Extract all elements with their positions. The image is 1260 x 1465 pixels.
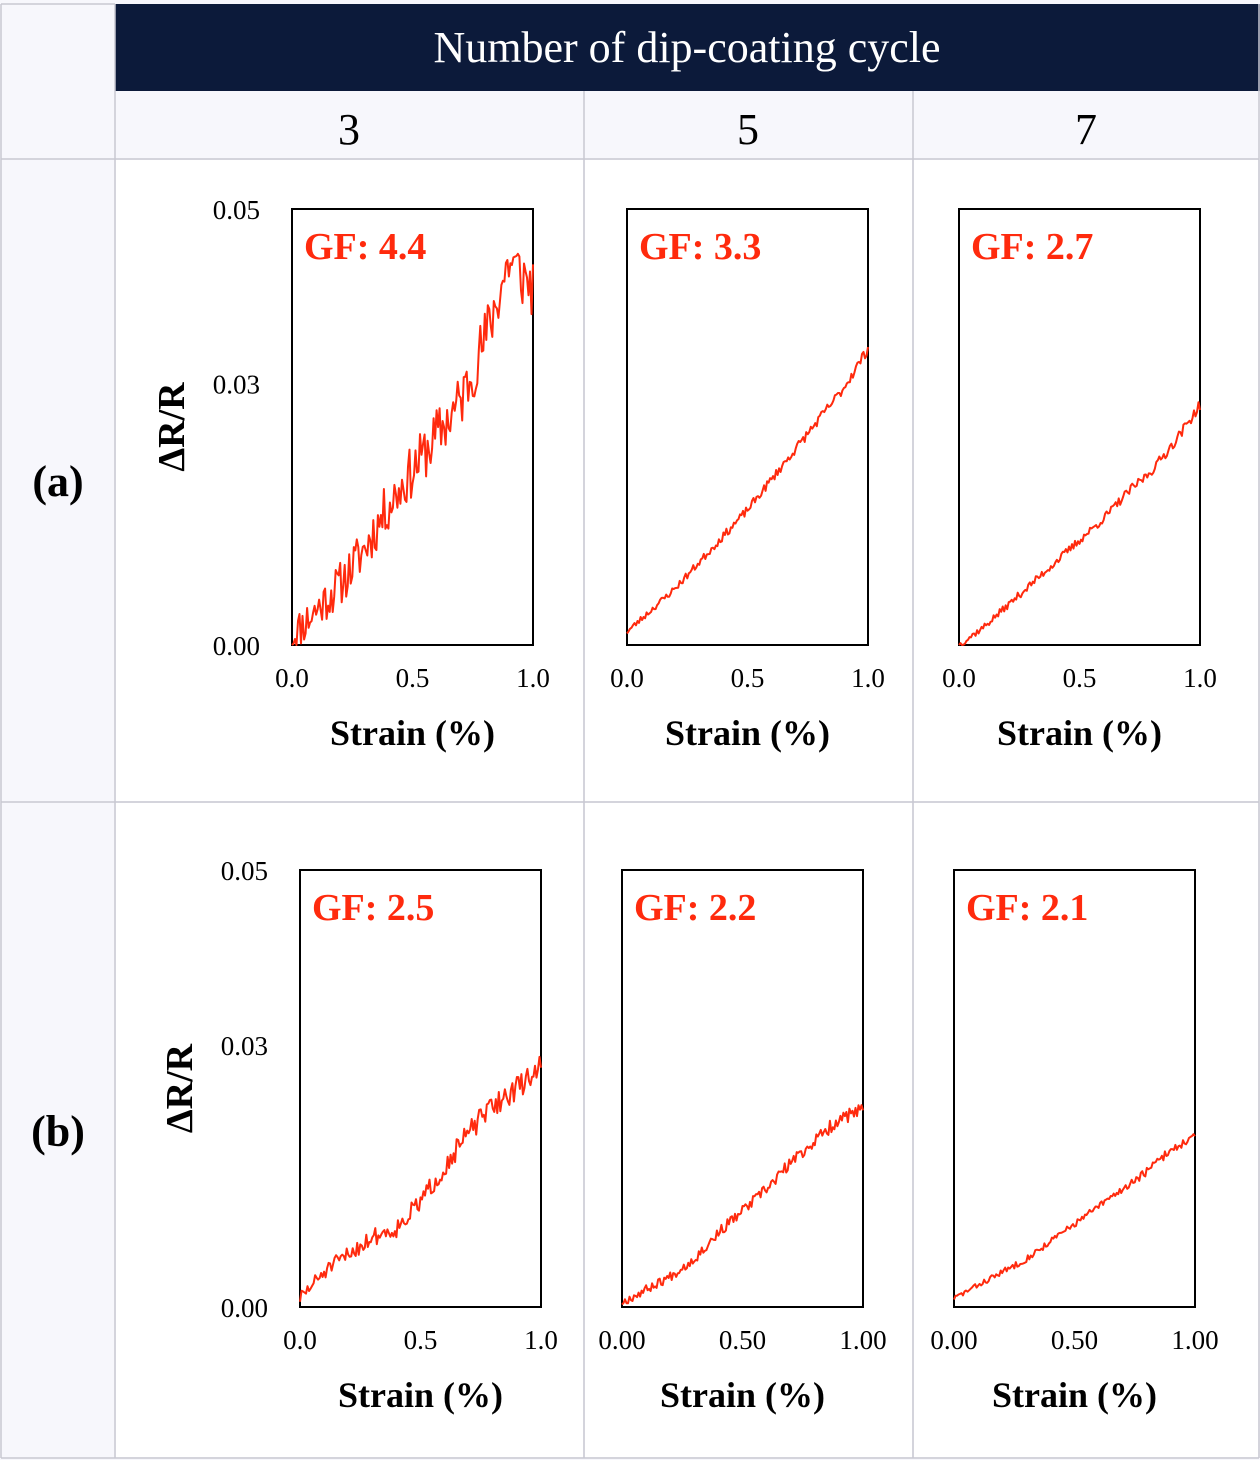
x-tick-label: 0.0 <box>610 663 644 693</box>
x-tick-label: 0.00 <box>930 1325 977 1355</box>
x-tick-label: 0.50 <box>719 1325 766 1355</box>
gauge-factor-label: GF: 2.5 <box>312 887 434 929</box>
gauge-factor-label: GF: 4.4 <box>304 226 426 268</box>
row-label-a: (a) <box>32 457 83 506</box>
chart-5: GF: 2.1 0.00 0.50 1.00 Strain (%) <box>930 869 1219 1415</box>
x-tick-label: 0.5 <box>404 1325 438 1355</box>
chart-1: GF: 3.3 0.0 0.5 1.0 Strain (%) <box>610 208 885 753</box>
gauge-factor-label: GF: 3.3 <box>639 226 761 268</box>
column-header-7: 7 <box>1075 105 1097 154</box>
plot-frame <box>291 208 534 646</box>
chart-2: GF: 2.7 0.0 0.5 1.0 Strain (%) <box>942 208 1217 753</box>
y-axis-label: ΔR/R <box>151 382 193 472</box>
chart-3: GF: 2.5 0.0 0.5 1.0 0.00 0.03 0.05 Strain (%) ΔR… <box>159 856 558 1415</box>
x-tick-label: 0.5 <box>396 663 430 693</box>
x-tick-label: 0.0 <box>275 663 309 693</box>
gauge-factor-label: GF: 2.1 <box>966 887 1088 929</box>
header-band <box>115 4 1260 91</box>
y-tick-label: 0.03 <box>213 369 260 399</box>
series-line <box>626 346 869 635</box>
x-tick-label: 1.00 <box>839 1325 886 1355</box>
x-tick-label: 1.0 <box>851 663 885 693</box>
y-tick-label: 0.05 <box>221 856 268 886</box>
column-header-5: 5 <box>737 105 759 154</box>
plot-frame <box>958 208 1201 646</box>
x-axis-label: Strain (%) <box>665 713 830 753</box>
gauge-factor-label: GF: 2.7 <box>971 226 1093 268</box>
plot-frame <box>626 208 869 646</box>
chart-4: GF: 2.2 0.00 0.50 1.00 Strain (%) <box>598 869 887 1415</box>
x-tick-label: 0.5 <box>1063 663 1097 693</box>
x-axis-label: Strain (%) <box>330 713 495 753</box>
series-line <box>621 1104 864 1306</box>
x-tick-label: 0.0 <box>283 1325 317 1355</box>
x-axis-label: Strain (%) <box>997 713 1162 753</box>
gauge-factor-label: GF: 2.2 <box>634 887 756 929</box>
charts-layer: GF: 4.4 0.0 0.5 1.0 0.00 0.03 0.05 Strain (%) ΔR… <box>151 195 1219 1415</box>
y-tick-label: 0.03 <box>221 1031 268 1061</box>
x-tick-label: 0.00 <box>598 1325 645 1355</box>
x-tick-label: 0.5 <box>731 663 765 693</box>
plot-frame <box>953 869 1196 1308</box>
plot-frame <box>299 869 542 1308</box>
x-tick-label: 1.0 <box>516 663 550 693</box>
x-tick-label: 1.00 <box>1171 1325 1218 1355</box>
series-line <box>958 401 1201 646</box>
header-title: Number of dip-coating cycle <box>433 23 940 72</box>
y-tick-label: 0.05 <box>213 195 260 225</box>
y-axis-label: ΔR/R <box>159 1043 201 1133</box>
row-label-b: (b) <box>31 1107 85 1156</box>
x-tick-label: 0.0 <box>942 663 976 693</box>
x-axis-label: Strain (%) <box>992 1375 1157 1415</box>
plot-frame <box>621 869 864 1308</box>
series-line <box>299 1055 542 1302</box>
series-line <box>291 252 534 646</box>
y-tick-label: 0.00 <box>221 1293 268 1323</box>
x-axis-label: Strain (%) <box>660 1375 825 1415</box>
x-tick-label: 0.50 <box>1051 1325 1098 1355</box>
x-axis-label: Strain (%) <box>338 1375 503 1415</box>
series-line <box>953 1133 1196 1300</box>
x-tick-label: 1.0 <box>524 1325 558 1355</box>
table-grid <box>0 3 1260 1459</box>
y-tick-label: 0.00 <box>213 631 260 661</box>
x-tick-label: 1.0 <box>1183 663 1217 693</box>
column-header-3: 3 <box>338 105 360 154</box>
chart-0: GF: 4.4 0.0 0.5 1.0 0.00 0.03 0.05 Strain (%) ΔR… <box>151 195 550 753</box>
